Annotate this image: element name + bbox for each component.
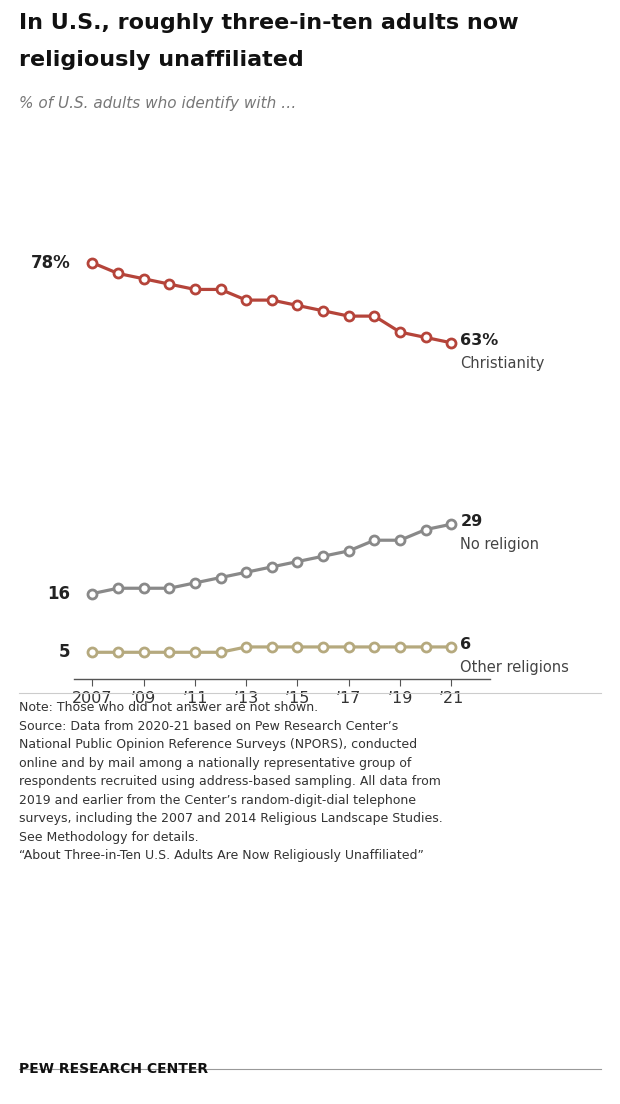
Text: 6: 6: [460, 637, 471, 651]
Text: 5: 5: [59, 644, 71, 661]
Text: % of U.S. adults who identify with …: % of U.S. adults who identify with …: [19, 96, 296, 112]
Text: PEW RESEARCH CENTER: PEW RESEARCH CENTER: [19, 1062, 208, 1076]
Text: 78%: 78%: [31, 254, 71, 272]
Text: 16: 16: [48, 585, 71, 603]
Text: religiously unaffiliated: religiously unaffiliated: [19, 50, 303, 70]
Text: In U.S., roughly three-in-ten adults now: In U.S., roughly three-in-ten adults now: [19, 13, 518, 33]
Text: 63%: 63%: [460, 332, 498, 348]
Text: Christianity: Christianity: [460, 355, 545, 371]
Text: 29: 29: [460, 514, 482, 529]
Text: No religion: No religion: [460, 537, 539, 552]
Text: Other religions: Other religions: [460, 660, 569, 675]
Text: Note: Those who did not answer are not shown.
Source: Data from 2020-21 based on: Note: Those who did not answer are not s…: [19, 701, 442, 862]
